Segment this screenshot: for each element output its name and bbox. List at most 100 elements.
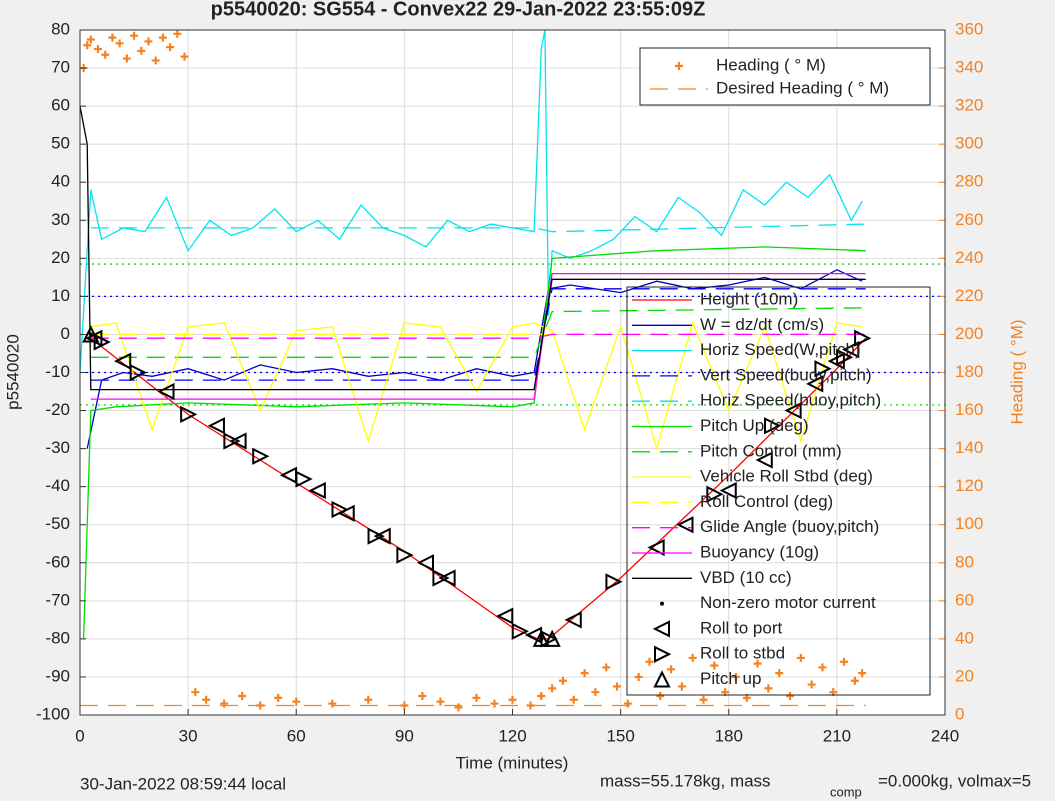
y-tick-label: -60: [45, 552, 70, 571]
marker: [511, 622, 529, 640]
y2-tick-label: 220: [955, 286, 983, 305]
legend-box: [626, 286, 931, 696]
marker: [623, 699, 632, 708]
marker: [432, 569, 450, 587]
marker: [129, 363, 147, 382]
x-tick-label: 60: [287, 726, 306, 745]
legend-swatch: [654, 645, 672, 663]
marker: [180, 52, 189, 61]
marker: [677, 682, 686, 691]
marker: [719, 481, 737, 500]
legend-swatch: [675, 62, 683, 70]
legend-label: Pitch Up (deg): [700, 416, 809, 435]
marker: [548, 684, 557, 693]
marker: [238, 691, 247, 700]
legend-label: Glide Angle (buoy,pitch): [700, 517, 879, 536]
footer-text: 30-Jan-2022 08:59:44 local: [80, 774, 286, 793]
marker: [496, 607, 514, 625]
marker: [656, 691, 665, 700]
marker: [840, 657, 849, 666]
x-tick-label: 210: [823, 726, 851, 745]
marker: [173, 29, 182, 38]
marker: [842, 341, 860, 359]
legend-label: Heading ( ° M): [716, 55, 826, 74]
marker: [295, 470, 313, 488]
legend-box: [639, 47, 931, 106]
marker: [688, 653, 697, 662]
marker: [328, 699, 337, 708]
legend-swatch: [660, 601, 664, 606]
y-tick-label: -80: [45, 628, 70, 647]
marker: [137, 46, 146, 55]
legend-label: Horiz Speed(buoy,pitch): [700, 391, 881, 410]
x-tick-label: 240: [931, 726, 959, 745]
legend-label: Height (10m): [700, 289, 798, 308]
marker: [775, 669, 784, 678]
marker: [229, 432, 247, 450]
marker: [83, 41, 92, 50]
marker: [130, 31, 139, 40]
y2-tick-label: 0: [955, 704, 964, 723]
marker: [699, 695, 708, 704]
legend-label: Horiz Speed(W,pitch): [700, 340, 861, 359]
marker: [114, 352, 132, 370]
y-tick-label: -10: [45, 362, 70, 381]
marker: [613, 682, 622, 691]
series-line: [90, 223, 866, 233]
y-tick-label: -50: [45, 514, 70, 533]
y2-tick-label: 180: [955, 362, 983, 381]
marker: [373, 527, 391, 545]
marker: [101, 50, 110, 59]
legend-label: Desired Heading ( ° M): [716, 78, 889, 97]
y-tick-label: -70: [45, 590, 70, 609]
marker: [676, 516, 694, 534]
marker: [784, 401, 802, 420]
marker: [151, 56, 160, 65]
y-tick-label: 30: [51, 210, 70, 229]
marker: [764, 684, 773, 693]
y2-tick-label: 240: [955, 248, 983, 267]
marker: [645, 657, 654, 666]
series-line: [90, 321, 863, 451]
y2-tick-label: 160: [955, 400, 983, 419]
marker: [558, 676, 567, 685]
x-tick-label: 0: [75, 726, 84, 745]
marker: [753, 659, 762, 668]
x-tick-label: 30: [179, 726, 198, 745]
marker: [122, 54, 131, 63]
y2-tick-label: 300: [955, 134, 983, 153]
y-tick-label: 20: [51, 248, 70, 267]
marker: [818, 663, 827, 672]
marker: [166, 43, 175, 52]
x-tick-label: 120: [498, 726, 526, 745]
footer-text: comp: [830, 784, 862, 799]
series-line: [82, 246, 866, 639]
marker: [591, 688, 600, 697]
marker: [532, 629, 550, 647]
marker: [667, 665, 676, 674]
legend-label: Vehicle Roll Stbd (deg): [700, 467, 873, 486]
y2-tick-label: 120: [955, 476, 983, 495]
y-tick-label: 80: [51, 19, 70, 38]
series-line: [79, 105, 866, 391]
legend-swatch: [652, 620, 670, 638]
y-tick-label: -100: [36, 704, 70, 723]
y-tick-label: 50: [51, 134, 70, 153]
y2-tick-label: 340: [955, 58, 983, 77]
marker: [86, 35, 95, 44]
y-axis-label: p5540020: [3, 334, 22, 410]
marker: [710, 661, 719, 670]
marker: [252, 447, 270, 465]
legend-label: Pitch Control (mm): [700, 441, 842, 460]
marker: [706, 485, 724, 503]
marker: [94, 45, 103, 54]
marker: [605, 573, 623, 591]
y-tick-label: 40: [51, 172, 70, 191]
y-tick-label: -30: [45, 438, 70, 457]
y2-tick-label: 80: [955, 552, 974, 571]
y-tick-label: -40: [45, 476, 70, 495]
marker: [836, 348, 854, 366]
chart-title: p5540020: SG554 - Convex22 29-Jan-2022 2…: [211, 0, 706, 20]
y-tick-label: 10: [51, 286, 70, 305]
